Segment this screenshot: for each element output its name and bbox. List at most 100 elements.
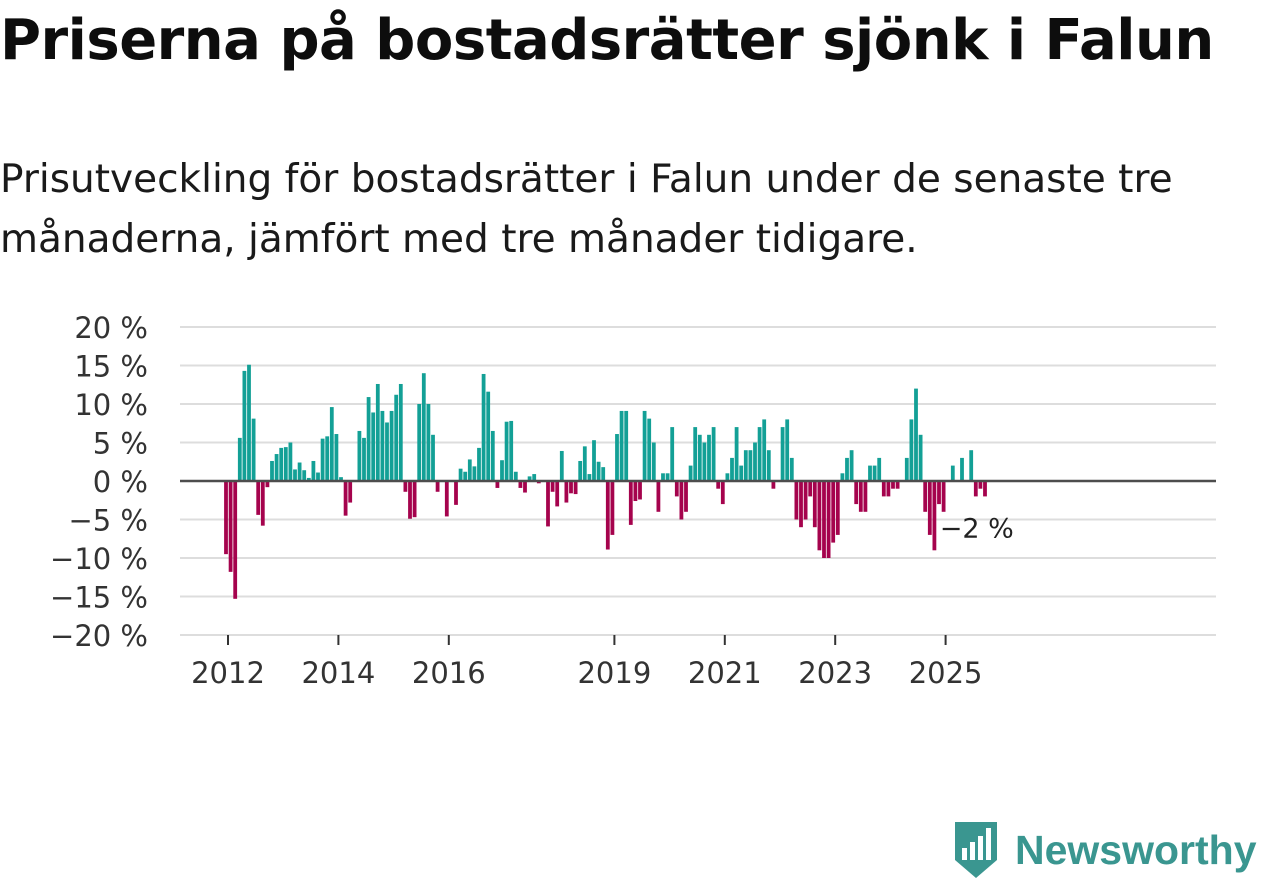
x-tick-label: 2014	[301, 656, 375, 690]
bar	[927, 481, 932, 535]
bar	[886, 481, 891, 497]
bar	[486, 391, 491, 481]
bar	[546, 481, 550, 527]
bar	[891, 481, 895, 489]
bar	[500, 460, 504, 481]
bar	[477, 447, 481, 481]
gridlines	[180, 326, 1216, 636]
bar	[578, 460, 583, 481]
bar	[973, 481, 978, 497]
bar	[398, 383, 403, 481]
bar	[849, 450, 854, 481]
y-tick-label: 15 %	[74, 350, 148, 384]
bar	[564, 481, 569, 503]
bar	[937, 481, 941, 505]
bar	[854, 481, 859, 505]
bar	[509, 420, 514, 481]
bar	[444, 481, 449, 517]
bar	[426, 404, 431, 481]
bar	[978, 481, 983, 489]
y-tick-label: −10 %	[50, 542, 148, 576]
bar	[679, 481, 684, 520]
bar	[601, 467, 606, 481]
bar	[743, 450, 748, 481]
bar	[550, 481, 555, 492]
bar	[702, 442, 707, 481]
bar	[265, 481, 270, 488]
bar	[504, 421, 509, 481]
bar	[311, 460, 316, 481]
bar	[730, 457, 734, 481]
axis-labels: 20 % 15 % 10 % 5 % 0 % −5 % −10 % −15 % −20 % 201…	[50, 311, 1014, 690]
bar	[872, 465, 877, 481]
bar	[697, 434, 702, 481]
bar	[624, 410, 629, 481]
bar	[845, 457, 849, 481]
bar	[403, 481, 408, 492]
bar	[812, 481, 817, 528]
x-tick-label: 2021	[688, 656, 762, 690]
y-tick-label: 0 %	[93, 465, 148, 499]
bar	[587, 474, 592, 481]
bar	[960, 457, 964, 481]
x-tick-label: 2025	[909, 656, 983, 690]
bar	[270, 460, 274, 481]
bar	[895, 481, 900, 489]
bar	[720, 481, 725, 505]
bar	[757, 427, 762, 481]
bar	[794, 481, 799, 520]
bar	[389, 410, 394, 481]
bar	[458, 468, 463, 481]
bar	[555, 481, 560, 507]
bar	[256, 481, 261, 515]
bar	[748, 450, 753, 481]
bar	[371, 412, 376, 481]
bar	[228, 481, 233, 572]
brand-logo: Newsworthy	[951, 818, 1257, 882]
bar	[909, 419, 914, 481]
bar	[863, 481, 868, 512]
bar	[633, 481, 638, 502]
bar	[656, 481, 661, 512]
bar	[582, 446, 587, 481]
bar	[619, 410, 624, 481]
bar	[932, 481, 937, 551]
bar	[274, 454, 279, 481]
bar	[518, 481, 523, 488]
bar	[302, 470, 307, 481]
bar	[615, 434, 619, 481]
bar	[651, 442, 656, 481]
bar	[610, 481, 615, 535]
bar	[251, 418, 256, 481]
bar	[357, 430, 362, 481]
bar	[417, 404, 422, 481]
bar	[661, 473, 665, 481]
bar	[224, 481, 228, 555]
bar	[394, 394, 399, 481]
bar	[642, 410, 647, 481]
bars	[224, 364, 987, 599]
bar	[950, 465, 955, 481]
bar	[233, 481, 238, 599]
bar	[339, 477, 343, 481]
bar	[877, 457, 882, 481]
bar-chart: 20 % 15 % 10 % 5 % 0 % −5 % −10 % −15 % −20 % 201…	[50, 311, 1216, 690]
bar	[495, 481, 500, 488]
x-tick-label: 2012	[191, 656, 265, 690]
bar	[817, 481, 822, 551]
bar	[969, 450, 974, 481]
axes	[180, 479, 1216, 645]
bar	[288, 442, 293, 481]
bar	[799, 481, 803, 528]
bar	[808, 481, 813, 497]
bar	[573, 481, 578, 495]
bar	[904, 457, 909, 481]
x-tick-label: 2023	[798, 656, 872, 690]
bar	[513, 471, 518, 481]
bar	[923, 481, 928, 512]
bar	[385, 422, 389, 481]
latest-value-label: −2 %	[940, 513, 1014, 544]
y-tick-label: 20 %	[74, 311, 148, 345]
bar	[858, 481, 863, 512]
bar	[707, 434, 711, 481]
